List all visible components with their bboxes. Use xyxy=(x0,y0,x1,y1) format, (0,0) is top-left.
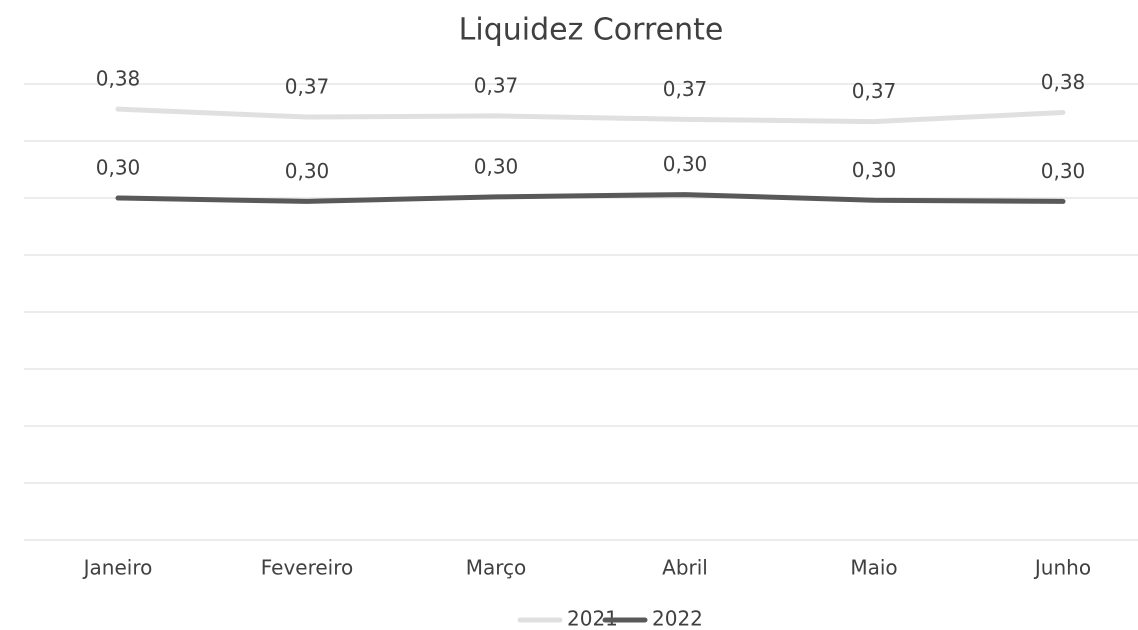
data-label: 0,38 xyxy=(1041,70,1086,94)
series-line xyxy=(115,106,1066,125)
x-tick-label: Janeiro xyxy=(82,556,153,580)
series-line xyxy=(115,192,1066,204)
data-label: 0,30 xyxy=(852,158,897,182)
x-tick-label: Fevereiro xyxy=(261,556,354,580)
data-label: 0,38 xyxy=(96,67,141,91)
data-label: 0,30 xyxy=(474,154,519,178)
chart-title: Liquidez Corrente xyxy=(459,13,724,48)
data-label: 0,37 xyxy=(474,73,519,97)
data-label: 0,37 xyxy=(852,79,897,103)
data-label: 0,30 xyxy=(663,152,708,176)
x-tick-label: Junho xyxy=(1033,556,1091,580)
legend-label: 2021 xyxy=(567,607,618,630)
data-label: 0,30 xyxy=(285,159,330,183)
data-label: 0,37 xyxy=(663,77,708,101)
data-label: 0,30 xyxy=(1041,159,1086,183)
x-tick-label: Março xyxy=(466,556,527,580)
legend-label: 2022 xyxy=(652,607,703,630)
data-label: 0,30 xyxy=(96,156,141,180)
x-tick-label: Maio xyxy=(850,556,897,580)
data-label: 0,37 xyxy=(285,75,330,99)
x-tick-label: Abril xyxy=(662,556,708,580)
